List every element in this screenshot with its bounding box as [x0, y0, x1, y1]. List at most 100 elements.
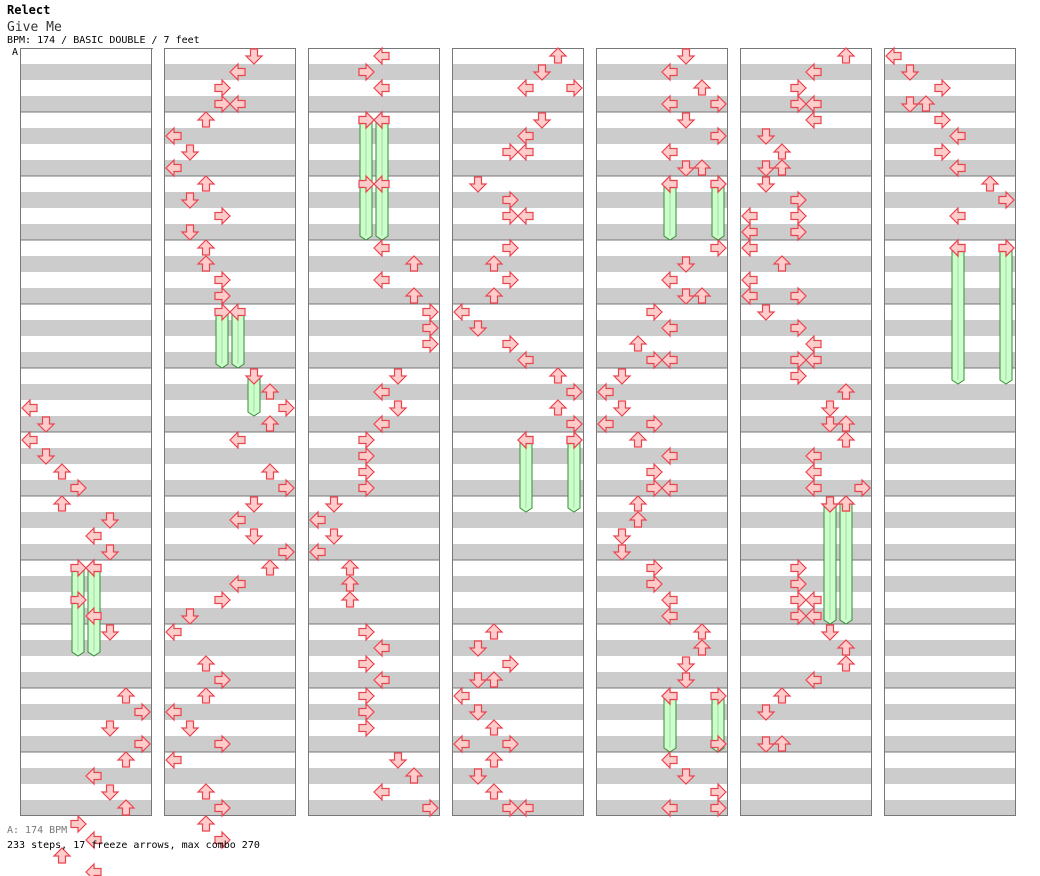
down-arrow-icon [100, 624, 120, 641]
beat-stripe [164, 544, 296, 560]
right-arrow-icon [934, 142, 951, 162]
up-arrow-icon [196, 815, 216, 832]
beat-stripe [452, 384, 584, 400]
beat-stripe [20, 640, 152, 656]
down-arrow-icon [676, 48, 696, 65]
up-arrow-icon [772, 687, 792, 704]
chart-column-7 [884, 46, 1016, 816]
up-arrow-icon [196, 111, 216, 128]
down-arrow-icon [756, 176, 776, 193]
up-arrow-icon [340, 559, 360, 576]
beat-stripe [164, 704, 296, 720]
beat-stripe [452, 224, 584, 240]
beat-stripe [308, 768, 440, 784]
chart-column-2 [164, 48, 296, 850]
up-arrow-icon [772, 735, 792, 752]
up-arrow-icon [692, 639, 712, 656]
beat-stripe [308, 128, 440, 144]
up-arrow-icon [404, 767, 424, 784]
right-arrow-icon [502, 654, 519, 674]
up-arrow-icon [836, 655, 856, 672]
right-arrow-icon [358, 174, 375, 194]
beat-stripe [308, 288, 440, 304]
left-arrow-icon [453, 734, 470, 754]
left-arrow-icon [805, 478, 822, 498]
beat-stripe [308, 320, 440, 336]
chart-column-5 [596, 48, 728, 818]
up-arrow-icon [116, 799, 136, 816]
down-arrow-icon [468, 176, 488, 193]
left-arrow-icon [741, 286, 758, 306]
beat-stripe [20, 736, 152, 752]
left-arrow-icon [885, 46, 902, 66]
beat-stripe [596, 288, 728, 304]
beat-stripe [740, 544, 872, 560]
down-arrow-icon [180, 192, 200, 209]
bpm-section-marker: A [12, 47, 19, 58]
beat-stripe [884, 544, 1016, 560]
up-arrow-icon [196, 783, 216, 800]
left-arrow-icon [741, 238, 758, 258]
right-arrow-icon [502, 798, 519, 818]
right-arrow-icon [790, 286, 807, 306]
right-arrow-icon [646, 414, 663, 434]
beat-stripe [452, 608, 584, 624]
beat-stripe [596, 768, 728, 784]
up-arrow-icon [196, 655, 216, 672]
left-arrow-icon [661, 446, 678, 466]
column-border [596, 48, 728, 816]
beat-stripe [452, 576, 584, 592]
down-arrow-icon [244, 496, 264, 513]
beat-stripe [740, 128, 872, 144]
beat-stripe [452, 448, 584, 464]
beat-stripe [452, 160, 584, 176]
right-arrow-icon [214, 590, 231, 610]
up-arrow-icon [196, 687, 216, 704]
beat-stripe [884, 768, 1016, 784]
artist-name: Relect [7, 3, 51, 17]
up-arrow-icon [548, 47, 568, 64]
beat-stripe [596, 544, 728, 560]
column-border [452, 48, 584, 816]
left-arrow-icon [661, 270, 678, 290]
right-arrow-icon [358, 478, 375, 498]
up-arrow-icon [836, 47, 856, 64]
right-arrow-icon [710, 238, 727, 258]
up-arrow-icon [116, 751, 136, 768]
left-arrow-icon [165, 750, 182, 770]
left-arrow-icon [453, 686, 470, 706]
up-arrow-icon [484, 623, 504, 640]
beat-stripe [308, 800, 440, 816]
down-arrow-icon [532, 112, 552, 129]
right-arrow-icon [70, 814, 87, 834]
up-arrow-icon [692, 287, 712, 304]
right-arrow-icon [790, 222, 807, 242]
beat-stripe [308, 736, 440, 752]
right-arrow-icon [278, 478, 295, 498]
beat-stripe [740, 704, 872, 720]
beat-stripe [884, 352, 1016, 368]
beat-stripe [884, 672, 1016, 688]
left-arrow-icon [517, 350, 534, 370]
up-arrow-icon [628, 495, 648, 512]
chart-column-3 [308, 46, 440, 818]
right-arrow-icon [278, 398, 295, 418]
right-arrow-icon [502, 238, 519, 258]
chart-info: BPM: 174 / BASIC DOUBLE / 7 feet [7, 35, 200, 46]
left-arrow-icon [165, 622, 182, 642]
beat-stripe [164, 352, 296, 368]
beat-stripe [740, 640, 872, 656]
beat-stripe [596, 512, 728, 528]
beat-stripe [20, 448, 152, 464]
up-arrow-icon [196, 239, 216, 256]
up-arrow-icon [260, 463, 280, 480]
down-arrow-icon [612, 528, 632, 545]
left-arrow-icon [805, 670, 822, 690]
beat-stripe [20, 160, 152, 176]
right-arrow-icon [998, 238, 1015, 258]
beat-stripe [884, 608, 1016, 624]
beat-stripe [452, 416, 584, 432]
down-arrow-icon [676, 768, 696, 785]
left-arrow-icon [661, 94, 678, 114]
